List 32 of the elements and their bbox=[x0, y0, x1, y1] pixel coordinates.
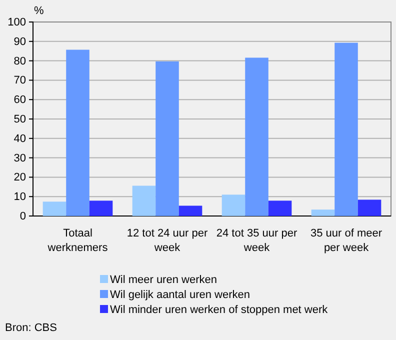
y-tick-label: 60 bbox=[14, 94, 26, 106]
bar bbox=[66, 50, 90, 216]
y-tick-label: 30 bbox=[14, 152, 26, 164]
legend-label: Wil minder uren werken of stoppen met werk bbox=[110, 304, 328, 316]
bar bbox=[268, 200, 292, 216]
bar bbox=[156, 61, 179, 216]
y-tick-label: 80 bbox=[14, 55, 26, 68]
y-tick-label: 20 bbox=[14, 172, 26, 184]
bar bbox=[178, 206, 202, 216]
y-tick-label: 40 bbox=[14, 132, 26, 145]
bar bbox=[245, 58, 268, 216]
legend-label: Wil meer uren werken bbox=[110, 274, 217, 286]
x-tick-label: Totaal werknemers bbox=[46, 228, 108, 254]
y-tick-label: 100 bbox=[8, 16, 26, 29]
text: Bron: CBS bbox=[5, 322, 57, 334]
y-tick-label: 0 bbox=[20, 210, 26, 223]
legend-label: Wil gelijk aantal uren werken bbox=[110, 289, 250, 301]
x-tick-label: 35 uur of meer per week bbox=[310, 228, 382, 254]
bar bbox=[334, 42, 358, 216]
y-axis-title: % bbox=[34, 5, 44, 17]
bar bbox=[89, 200, 113, 216]
y-tick-label: 70 bbox=[14, 74, 26, 87]
y-tick-label: 10 bbox=[14, 191, 26, 204]
y-tick-label: 50 bbox=[14, 114, 26, 126]
bar bbox=[358, 200, 382, 216]
bar bbox=[42, 202, 66, 216]
bar bbox=[222, 194, 246, 216]
x-tick-label: 24 tot 35 uur per week bbox=[216, 228, 298, 254]
y-tick-label: 90 bbox=[14, 36, 26, 48]
x-tick-label: 12 tot 24 uur per week bbox=[126, 228, 208, 254]
bar bbox=[311, 210, 335, 216]
bar bbox=[132, 186, 156, 216]
